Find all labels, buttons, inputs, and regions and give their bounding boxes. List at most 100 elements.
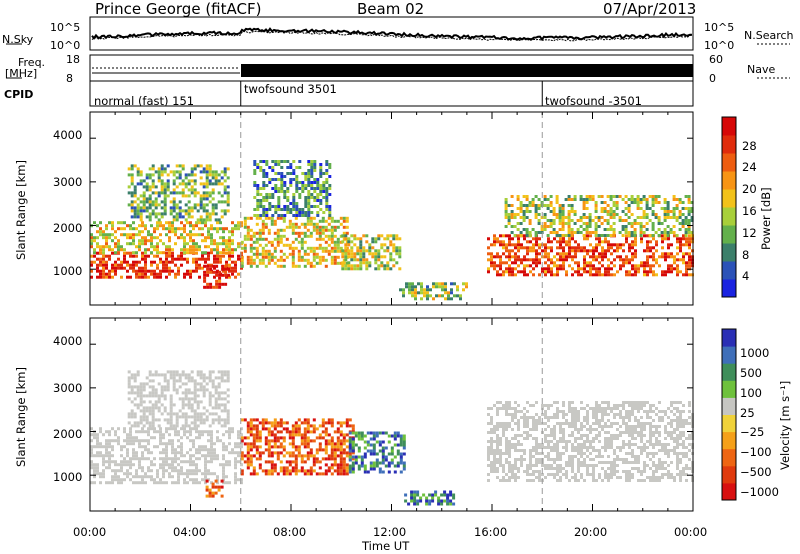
echo-cell [147, 239, 150, 243]
echo-cell [294, 421, 298, 425]
echo-cell [532, 267, 535, 271]
echo-cell [220, 424, 224, 428]
echo-cell [205, 415, 209, 419]
echo-cell [612, 216, 616, 219]
echo-cell [628, 270, 631, 274]
echo-cell [243, 237, 247, 241]
echo-cell [192, 439, 195, 443]
echo-cell [297, 469, 301, 473]
echo-cell [574, 240, 577, 244]
echo-cell [220, 373, 224, 377]
echo-cell [178, 173, 182, 177]
echo-cell [249, 216, 253, 220]
echo-cell [558, 210, 562, 213]
echo-cell [132, 269, 135, 273]
echo-cell [204, 463, 207, 467]
echo-cell [276, 258, 280, 262]
echo-cell [274, 208, 278, 211]
echo-cell [126, 463, 129, 467]
echo-cell [333, 234, 337, 238]
echo-cell [399, 440, 403, 444]
echo-cell [184, 388, 188, 392]
echo-cell [328, 193, 332, 196]
echo-cell [490, 437, 493, 440]
echo-cell [225, 248, 228, 252]
echo-cell [267, 216, 271, 220]
echo-cell [193, 206, 197, 210]
echo-cell [547, 425, 550, 428]
echo-cell [96, 263, 99, 267]
echo-cell [190, 185, 194, 189]
echo-cell [312, 225, 316, 229]
echo-cell [345, 424, 349, 428]
echo-cell [580, 446, 583, 449]
echo-cell [96, 463, 99, 467]
echo-cell [577, 261, 580, 265]
freq-tick-bottom: 8 [66, 72, 73, 85]
echo-cell [160, 385, 164, 389]
echo-cell [154, 388, 158, 392]
echo-cell [252, 231, 256, 235]
echo-cell [362, 258, 366, 262]
echo-cell [264, 237, 268, 241]
echo-cell [378, 449, 382, 453]
echo-cell [154, 403, 158, 407]
echo-cell [207, 430, 210, 434]
echo-cell [208, 391, 212, 395]
echo-cell [610, 470, 613, 473]
echo-cell [571, 464, 574, 467]
echo-cell [556, 407, 559, 410]
echo-cell [607, 267, 610, 271]
echo-cell [175, 185, 179, 189]
echo-cell [393, 437, 397, 441]
echo-cell [339, 430, 343, 434]
echo-cell [529, 479, 532, 482]
echo-cell [195, 263, 198, 267]
echo-cell [102, 266, 105, 270]
echo-cell [684, 207, 688, 210]
echo-cell [286, 196, 290, 199]
echo-cell [237, 221, 240, 225]
echo-cell [144, 266, 147, 270]
echo-cell [559, 440, 562, 443]
echo-cell [262, 205, 266, 208]
echo-cell [666, 216, 670, 219]
echo-cell [234, 478, 237, 482]
echo-cell [114, 433, 117, 437]
echo-cell [177, 445, 180, 449]
echo-cell [273, 424, 277, 428]
echo-cell [522, 219, 526, 222]
echo-cell [192, 224, 195, 228]
echo-cell [108, 439, 111, 443]
echo-cell [108, 248, 111, 252]
echo-cell [568, 422, 571, 425]
echo-cell [567, 225, 571, 228]
echo-cell [204, 460, 207, 464]
echo-cell [202, 218, 206, 222]
echo-cell [510, 210, 514, 213]
echo-cell [663, 213, 667, 216]
echo-cell [162, 227, 165, 231]
echo-cell [274, 190, 278, 193]
echo-cell [187, 173, 191, 177]
echo-cell [249, 421, 253, 425]
echo-cell [258, 261, 262, 265]
echo-cell [496, 428, 499, 431]
echo-cell [318, 466, 322, 470]
echo-cell [517, 434, 520, 437]
echo-cell [183, 454, 186, 458]
echo-cell [189, 269, 192, 273]
echo-cell [654, 195, 658, 198]
echo-cell [136, 197, 140, 201]
echo-cell [184, 403, 188, 407]
echo-cell [393, 431, 397, 435]
echo-cell [592, 479, 595, 482]
echo-cell [172, 191, 176, 195]
echo-cell [603, 228, 607, 231]
echo-cell [294, 222, 298, 226]
echo-cell [285, 427, 289, 431]
echo-cell [580, 246, 583, 250]
echo-cell [437, 496, 441, 500]
echo-cell [187, 388, 191, 392]
echo-cell [267, 249, 271, 253]
